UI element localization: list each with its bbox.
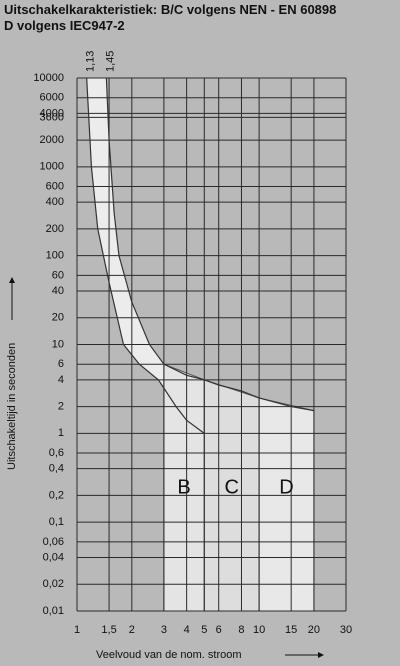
y-tick-label: 4: [58, 374, 64, 386]
y-tick-label: 200: [46, 223, 64, 235]
y-tick-label: 2000: [40, 134, 64, 146]
y-tick-label: 600: [46, 180, 64, 192]
x-tick-label: 6: [216, 624, 222, 636]
y-tick-label: 3600: [40, 111, 64, 123]
y-tick-label: 60: [52, 269, 64, 281]
y-tick-label: 6000: [40, 92, 64, 104]
y-tick-label: 0,01: [43, 605, 64, 617]
region-label: C: [224, 476, 238, 498]
curve: [86, 77, 205, 434]
x-axis-title: Veelvoud van de nom. stroom: [96, 649, 242, 661]
y-axis-title: Uitschakeltijd in seconden: [6, 343, 18, 470]
y-tick-label: 0,04: [43, 551, 64, 563]
y-tick-label: 0,02: [43, 578, 64, 590]
y-tick-label: 4000: [40, 107, 64, 119]
region-label: D: [279, 476, 293, 498]
x-tick-label: 8: [238, 624, 244, 636]
y-tick-label: 0,1: [49, 516, 64, 528]
curve-label: 1,45: [104, 51, 116, 72]
x-tick-label: 20: [308, 624, 320, 636]
y-tick-label: 1: [58, 427, 64, 439]
chart-title: Uitschakelkarakteristiek: B/C volgens NE…: [4, 2, 336, 17]
y-tick-label: 10: [52, 338, 64, 350]
x-tick-label: 10: [253, 624, 265, 636]
y-tick-label: 6: [58, 358, 64, 370]
y-tick-label: 1000: [40, 161, 64, 173]
y-tick-label: 0,4: [49, 463, 64, 475]
y-tick-label: 0,6: [49, 447, 64, 459]
x-tick-label: 4: [184, 624, 190, 636]
arrow-head: [318, 652, 324, 658]
y-tick-label: 2: [58, 400, 64, 412]
y-tick-label: 40: [52, 285, 64, 297]
x-tick-label: 3: [161, 624, 167, 636]
x-tick-label: 2: [129, 624, 135, 636]
x-tick-label: 15: [285, 624, 297, 636]
curve: [105, 77, 315, 412]
curve-label: 1,13: [85, 51, 97, 72]
y-tick-label: 0,2: [49, 489, 64, 501]
chart-title: D volgens IEC947-2: [4, 18, 125, 33]
y-tick-label: 10000: [33, 72, 64, 84]
y-tick-label: 0,06: [43, 536, 64, 548]
x-tick-label: 5: [201, 624, 207, 636]
x-tick-label: 30: [340, 624, 352, 636]
y-tick-label: 100: [46, 250, 64, 262]
x-tick-label: 1,5: [101, 624, 116, 636]
y-tick-label: 20: [52, 312, 64, 324]
y-tick-label: 400: [46, 196, 64, 208]
region-label: B: [177, 476, 190, 498]
region: [258, 397, 315, 612]
arrow-head: [9, 277, 15, 283]
x-tick-label: 1: [74, 624, 80, 636]
